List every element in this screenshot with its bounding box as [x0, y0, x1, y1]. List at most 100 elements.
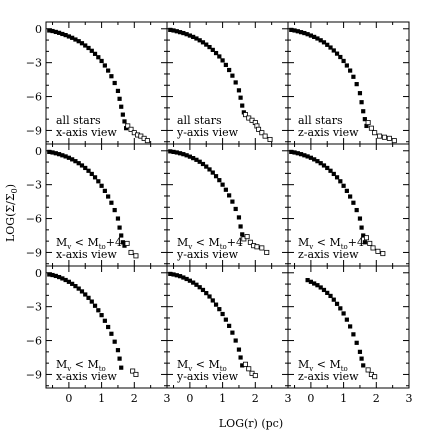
filled-point	[76, 286, 81, 291]
open-point	[133, 371, 139, 377]
x-tick-label: 1	[340, 392, 347, 405]
panel-1-2: Mv < Mto+4z-axis view	[287, 143, 410, 267]
filled-point	[73, 159, 78, 164]
filled-point	[60, 31, 65, 37]
open-point	[368, 125, 374, 131]
filled-point	[289, 27, 294, 33]
filled-point	[89, 171, 94, 177]
filled-point	[321, 40, 327, 45]
filled-point	[181, 152, 186, 157]
filled-point	[308, 33, 313, 38]
filled-point	[318, 38, 323, 43]
x-tick-labels: 0 1 2 3 0 1 2 3 0 1 2 3	[65, 392, 412, 405]
y-axis-label-sub: 0	[10, 188, 19, 193]
y-tick-label: −9	[26, 124, 42, 137]
panel-label-view: z-axis view	[298, 126, 359, 139]
filled-point	[357, 91, 363, 96]
open-point	[125, 123, 131, 129]
filled-point	[187, 154, 192, 159]
filled-point	[305, 278, 310, 283]
filled-point	[63, 154, 68, 159]
filled-point	[292, 28, 297, 33]
filled-point	[99, 58, 104, 64]
filled-point	[318, 161, 323, 166]
filled-point	[112, 339, 117, 344]
y-tick-label: 0	[35, 23, 42, 36]
filled-point	[341, 183, 346, 188]
filled-point	[191, 156, 196, 161]
filled-point	[359, 356, 364, 361]
open-point	[128, 249, 134, 255]
filled-point	[308, 155, 313, 160]
filled-point	[341, 311, 346, 316]
open-point	[372, 374, 378, 380]
panel-1-0: Mv < Mto+4x-axis view	[45, 143, 168, 267]
open-point	[381, 134, 387, 140]
open-point	[380, 251, 386, 257]
filled-point	[171, 149, 176, 155]
panel-label-subset: Mv < Mto	[56, 358, 106, 373]
filled-point	[220, 182, 225, 187]
filled-point	[76, 39, 81, 44]
filled-point	[200, 161, 206, 167]
filled-point	[338, 179, 343, 184]
filled-point	[302, 153, 307, 158]
filled-point	[197, 38, 202, 43]
panel-label-subset: all stars	[56, 114, 101, 127]
open-point	[365, 367, 371, 373]
filled-point	[117, 96, 122, 101]
filled-point	[227, 67, 232, 73]
open-point	[365, 120, 371, 126]
filled-point	[79, 163, 85, 168]
panel-label-view: y-axis view	[176, 248, 239, 261]
filled-point	[86, 45, 91, 51]
panel-1-1: Mv < Mto+4y-axis view	[166, 143, 289, 267]
open-point	[130, 368, 136, 374]
open-point	[242, 361, 248, 367]
filled-point	[197, 159, 202, 164]
filled-point	[233, 80, 238, 85]
filled-point	[187, 278, 192, 283]
x-tick-label: 3	[164, 392, 171, 405]
filled-point	[295, 151, 300, 156]
filled-point	[321, 163, 327, 168]
open-point	[128, 126, 134, 132]
filled-point	[213, 302, 219, 307]
filled-point	[348, 68, 353, 73]
filled-point	[361, 363, 366, 368]
filled-point	[308, 279, 313, 284]
filled-point	[331, 171, 336, 177]
filled-point	[233, 338, 238, 343]
open-point	[144, 138, 150, 144]
filled-point	[200, 287, 206, 293]
panel-frame	[287, 265, 410, 389]
filled-point	[168, 27, 173, 33]
filled-point	[53, 273, 58, 279]
x-tick-label: 2	[373, 392, 380, 405]
panel-label-subset: all stars	[298, 114, 343, 127]
panel-label-subset: Mv < Mto+4	[177, 236, 243, 251]
open-point	[363, 235, 369, 241]
filled-point	[70, 35, 75, 40]
filled-point	[83, 165, 88, 171]
filled-point	[220, 311, 225, 317]
filled-point	[184, 32, 189, 37]
filled-point	[240, 363, 245, 368]
open-point	[254, 244, 260, 250]
filled-point	[328, 45, 333, 50]
filled-point	[236, 215, 242, 220]
panel-label-subset: Mv < Mto	[177, 358, 227, 373]
filled-point	[177, 151, 183, 156]
x-tick-label: 3	[285, 392, 292, 405]
open-point	[370, 245, 376, 251]
open-point	[264, 249, 270, 255]
filled-point	[89, 48, 94, 53]
filled-point	[362, 117, 367, 122]
x-axis-label: LOG(r) (pc)	[219, 417, 283, 430]
filled-point	[63, 277, 68, 283]
filled-point	[171, 28, 176, 33]
filled-point	[120, 240, 125, 245]
filled-point	[361, 233, 366, 238]
